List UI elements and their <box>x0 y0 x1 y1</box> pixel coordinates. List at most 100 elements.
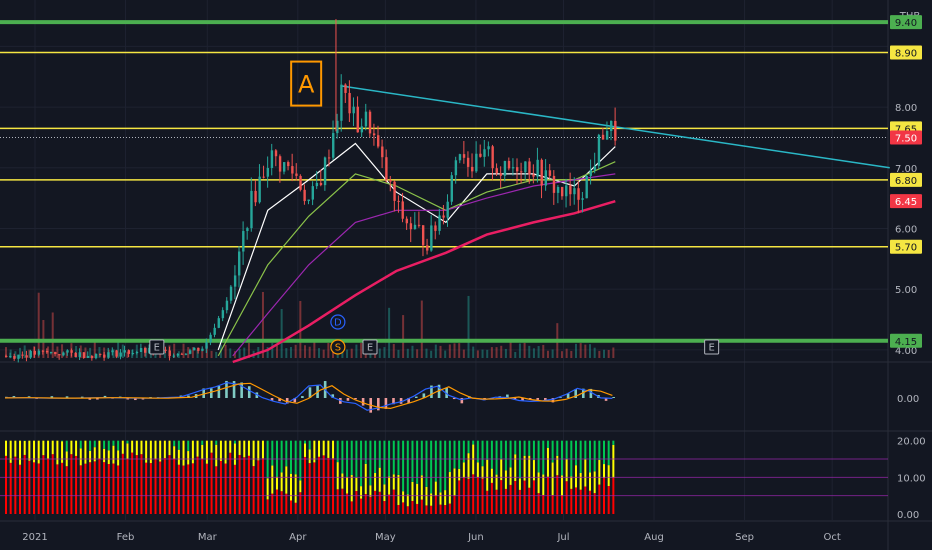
strength-green-bar <box>201 440 204 445</box>
strength-yellow-bar <box>341 473 344 489</box>
strength-red-bar <box>486 490 489 514</box>
strength-yellow-bar <box>266 478 269 500</box>
strength-green-bar <box>369 440 372 486</box>
strength-red-bar <box>219 460 222 514</box>
price-level-badge <box>890 333 922 348</box>
oscillator-bar <box>240 382 243 398</box>
strength-yellow-bar <box>149 440 152 464</box>
strength-red-bar <box>261 458 264 514</box>
price-level-badge <box>890 172 922 187</box>
oscillator-bar <box>301 396 304 398</box>
volume-bar <box>509 342 512 358</box>
candle-body <box>417 224 421 226</box>
price-level-badge <box>890 130 922 145</box>
candle-body <box>131 353 135 355</box>
oscillator-bar <box>217 385 221 398</box>
candle-body <box>544 170 548 186</box>
strength-yellow-bar <box>201 444 204 459</box>
candle-body <box>225 300 229 311</box>
candle-body <box>262 176 265 178</box>
oscillator-bar <box>574 389 577 398</box>
candle-body <box>332 133 335 158</box>
strength-yellow-bar <box>187 451 190 465</box>
strength-red-bar <box>369 496 372 514</box>
strength-yellow-bar <box>603 464 606 478</box>
strength-red-bar <box>51 454 54 514</box>
strength-green-bar <box>126 440 129 444</box>
candle-body <box>311 186 314 200</box>
volume-bar <box>56 346 59 358</box>
price-level-badge <box>890 239 922 254</box>
strength-green-bar <box>542 440 545 475</box>
strength-red-bar <box>196 456 199 514</box>
strength-yellow-bar <box>299 480 302 493</box>
candle-body <box>401 201 404 219</box>
strength-red-bar <box>318 456 321 514</box>
candle-body <box>450 175 453 202</box>
strength-yellow-bar <box>369 485 372 497</box>
candle-body <box>54 352 57 355</box>
volume-bar <box>589 344 591 358</box>
candle-body <box>37 350 41 355</box>
volume-bar <box>322 349 325 358</box>
volume-bar <box>140 351 143 358</box>
volume-bar <box>350 348 353 358</box>
strength-green-bar <box>546 440 549 449</box>
strength-red-bar <box>117 465 120 514</box>
strength-yellow-bar <box>574 465 577 488</box>
candle-body <box>278 156 282 172</box>
strength-green-bar <box>177 440 180 450</box>
strength-red-bar <box>355 491 358 514</box>
strength-red-bar <box>490 482 493 514</box>
candle-body <box>605 131 609 140</box>
strength-yellow-bar <box>173 446 176 459</box>
strength-green-bar <box>397 440 400 475</box>
volume-bar <box>261 291 264 358</box>
strength-green-bar <box>79 440 82 449</box>
strength-red-bar <box>481 478 484 514</box>
candle-body <box>540 159 543 186</box>
volume-bar <box>346 349 349 358</box>
strength-yellow-bar <box>261 440 264 459</box>
strength-yellow-bar <box>61 441 64 463</box>
strength-yellow-bar <box>481 466 484 479</box>
candle-body <box>385 157 388 180</box>
strength-red-bar <box>500 480 503 514</box>
oscillator-bar <box>566 393 570 398</box>
strength-green-bar <box>500 440 503 460</box>
volume-bar <box>518 343 521 358</box>
candle-body <box>299 175 302 190</box>
strength-yellow-bar <box>598 460 601 485</box>
volume-bar <box>289 346 292 358</box>
strength-yellow-bar <box>411 481 414 501</box>
volume-bar <box>294 344 297 358</box>
strength-green-bar <box>560 440 563 476</box>
candle-body <box>254 190 257 203</box>
candle-body <box>601 134 605 140</box>
candle-body <box>495 168 498 174</box>
strength-red-bar <box>332 458 335 514</box>
oscillator-bar <box>536 398 540 400</box>
candle-body <box>442 215 445 218</box>
strength-yellow-bar <box>285 466 288 494</box>
candle-body <box>548 170 552 176</box>
candle-body <box>520 171 523 173</box>
time-tick-label: Sep <box>735 532 754 543</box>
volume-bar <box>420 300 423 358</box>
strength-yellow-bar <box>145 440 148 463</box>
strength-red-bar <box>444 505 447 514</box>
candle-body <box>291 166 294 174</box>
strength-yellow-bar <box>458 468 461 481</box>
strength-red-bar <box>89 462 92 514</box>
strength-green-bar <box>299 440 302 481</box>
candle-body <box>593 165 597 171</box>
strength-yellow-bar <box>589 472 591 491</box>
strength-yellow-bar <box>19 440 22 465</box>
volume-bar <box>560 351 563 358</box>
strength-red-bar <box>532 480 535 514</box>
candle-body <box>86 355 90 358</box>
oscillator-bar <box>225 380 228 398</box>
strength-yellow-bar <box>350 475 353 502</box>
candle-body <box>111 350 114 353</box>
